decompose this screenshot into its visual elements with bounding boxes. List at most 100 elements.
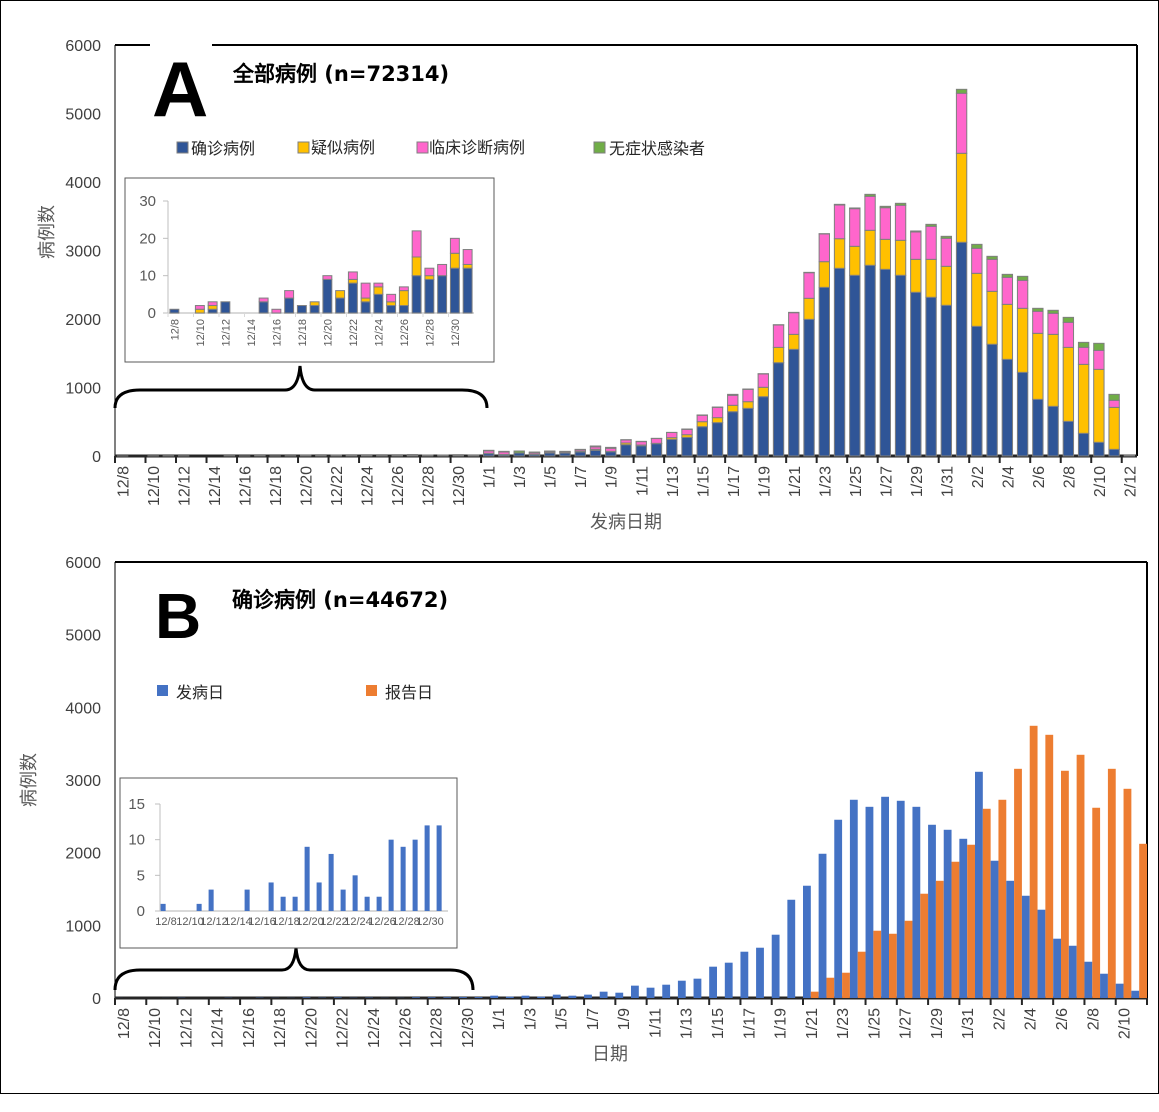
bar-onset (818, 853, 827, 998)
inset-bar-onset (376, 896, 382, 911)
inset-bar-clinical (462, 249, 473, 265)
panel-a: A 全部病例 (n=72314) 发病日期 病例数 确诊病例 疑似病例 临床诊断… (37, 45, 705, 533)
inset-a-x-tick-label: 12/10 (195, 319, 207, 347)
inset-bar-onset (388, 839, 394, 911)
inset-bar-suspected (347, 278, 358, 284)
bar-confirmed (696, 426, 708, 457)
x-tick-label: 12/26 (397, 1008, 414, 1048)
inset-a-x-tick-label: 12/18 (297, 319, 309, 347)
y-tick-label: 5000 (65, 107, 101, 124)
bar-onset (412, 997, 420, 998)
inset-bar-onset (208, 889, 214, 911)
inset-bar-confirmed (335, 297, 346, 314)
bar-clinical (1077, 346, 1090, 365)
inset-a-x-tick-label: 12/16 (271, 319, 283, 347)
bar-onset (631, 985, 639, 998)
inset-bar-clinical (437, 263, 448, 277)
inset-b-x-tick-label: 12/20 (296, 916, 324, 928)
bar-suspected (1108, 406, 1120, 450)
inset-bar-suspected (373, 286, 384, 295)
bar-suspected (940, 265, 953, 306)
bar-onset (1115, 983, 1124, 998)
inset-b-x-tick-label: 12/18 (272, 916, 300, 928)
bar-clinical (1016, 279, 1029, 309)
inset-bar-clinical (194, 305, 205, 310)
panel-b-brace (113, 947, 475, 991)
x-tick-label: 2/6 (1031, 466, 1048, 488)
bar-onset (662, 984, 671, 998)
x-tick-label: 2/8 (1085, 1008, 1102, 1030)
bar-confirmed (1016, 371, 1029, 457)
inset-a-x-tick-label: 12/14 (246, 319, 258, 347)
bar-clinical (650, 438, 663, 444)
bar-asymptomatic (879, 205, 891, 209)
panel-b-title: 确诊病例 (n=44672) (232, 588, 448, 612)
inset-bar-confirmed (462, 267, 473, 314)
bar-clinical (711, 406, 724, 419)
x-tick-label: 12/16 (241, 1008, 258, 1048)
bar-confirmed (955, 241, 968, 457)
inset-b-x-tick-label: 12/14 (224, 916, 252, 928)
inset-bar-clinical (449, 237, 460, 254)
bar-onset (912, 806, 921, 998)
bar-onset (803, 885, 811, 998)
inset-bar-confirmed (309, 305, 320, 314)
bar-clinical (1108, 399, 1120, 408)
inset-bar-onset (352, 875, 358, 911)
x-tick-label: 1/1 (482, 466, 499, 488)
legend-swatch-suspected (297, 141, 310, 154)
bar-report (1014, 768, 1022, 998)
bar-asymptomatic (833, 203, 846, 206)
bar-clinical (864, 195, 876, 231)
bar-clinical (696, 414, 708, 423)
bar-onset (928, 824, 936, 998)
bar-onset (975, 771, 983, 998)
bar-clinical (849, 208, 861, 247)
y-tick-label: 3000 (65, 244, 101, 261)
y-tick-label: 6000 (65, 38, 101, 55)
bar-asymptomatic (955, 88, 968, 94)
inset-bar-confirmed (398, 305, 409, 314)
bar-report (1107, 768, 1116, 998)
bar-onset (615, 992, 624, 998)
legend-label-onset: 发病日 (176, 683, 224, 702)
bar-report (904, 920, 913, 998)
inset-bar-clinical (360, 282, 371, 299)
inset-bar-confirmed (169, 308, 180, 314)
inset-a-y-tick-label: 20 (139, 230, 156, 247)
inset-bar-suspected (360, 297, 371, 303)
bar-report (842, 972, 850, 998)
inset-bar-suspected (335, 290, 346, 299)
legend-label-suspected: 疑似病例 (311, 138, 375, 157)
bar-confirmed (757, 396, 769, 457)
bar-suspected (894, 239, 907, 276)
bar-clinical (894, 204, 907, 241)
bar-onset (1021, 895, 1030, 998)
x-tick-label: 1/13 (679, 1008, 696, 1039)
x-tick-label: 2/2 (970, 466, 987, 488)
x-tick-label: 1/7 (573, 466, 590, 488)
inset-bar-clinical (386, 293, 397, 303)
inset-a-y-tick-label: 30 (139, 193, 156, 210)
inset-bar-onset (304, 846, 310, 911)
bar-onset (1053, 938, 1061, 998)
bar-report (857, 951, 866, 998)
inset-bar-suspected (449, 252, 460, 269)
bar-asymptomatic (1016, 275, 1029, 281)
bar-onset (677, 980, 686, 998)
bar-clinical (727, 394, 739, 406)
bar-onset (693, 978, 702, 998)
inset-bar-suspected (207, 305, 218, 310)
bar-clinical (1062, 321, 1075, 348)
bar-onset (333, 997, 342, 998)
bar-clinical (635, 441, 647, 446)
inset-bar-onset (400, 846, 406, 911)
inset-bar-onset (424, 825, 430, 911)
panel-a-brace (113, 365, 489, 409)
panel-b-bars (115, 725, 1147, 998)
x-tick-label: 1/19 (756, 466, 773, 497)
bar-clinical (833, 204, 846, 240)
bar-clinical (879, 207, 891, 240)
panel-b-inset: 0 5 10 15 12/8 12/1012/1212/1412/1612/1812/20… (119, 777, 458, 949)
x-tick-label: 1/29 (909, 466, 926, 497)
